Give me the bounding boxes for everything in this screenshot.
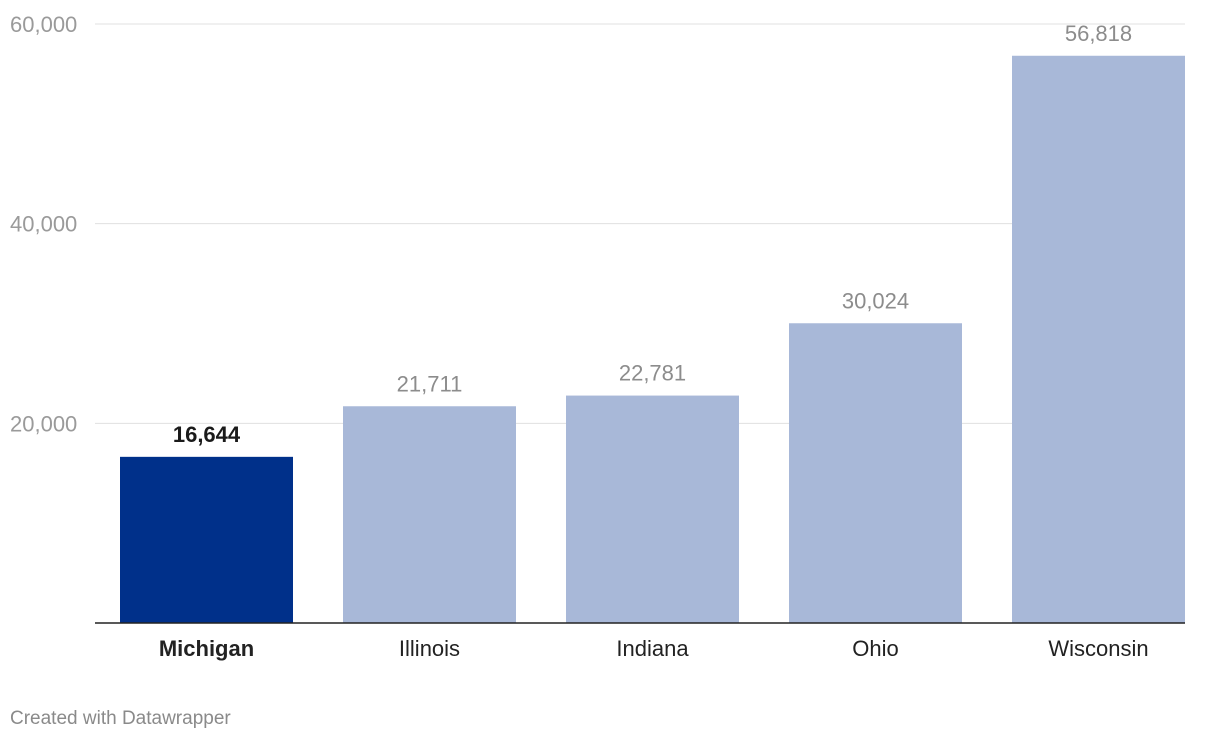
y-tick-label: 40,000 bbox=[10, 212, 77, 237]
value-label: 30,024 bbox=[842, 288, 909, 313]
bar-wisconsin bbox=[1012, 55, 1185, 623]
value-label: 22,781 bbox=[619, 361, 686, 386]
bar-ohio bbox=[789, 323, 962, 623]
footer-credit: Created with Datawrapper bbox=[10, 708, 231, 729]
y-tick-label: 60,000 bbox=[10, 12, 77, 37]
value-label: 16,644 bbox=[173, 422, 241, 447]
bar-chart: 20,000 40,000 60,000 16,644 Michigan 21,711 Il… bbox=[10, 12, 1185, 661]
x-tick-label: Michigan bbox=[159, 636, 254, 661]
x-tick-label: Indiana bbox=[616, 636, 689, 661]
bar-illinois bbox=[343, 406, 516, 623]
bar-michigan bbox=[120, 456, 293, 623]
y-tick-label: 20,000 bbox=[10, 411, 77, 436]
value-label: 56,818 bbox=[1065, 21, 1132, 46]
x-tick-label: Ohio bbox=[852, 636, 898, 661]
value-label: 21,711 bbox=[397, 371, 463, 396]
x-tick-label: Illinois bbox=[399, 636, 460, 661]
x-tick-label: Wisconsin bbox=[1048, 636, 1148, 661]
bar-indiana bbox=[566, 395, 739, 623]
